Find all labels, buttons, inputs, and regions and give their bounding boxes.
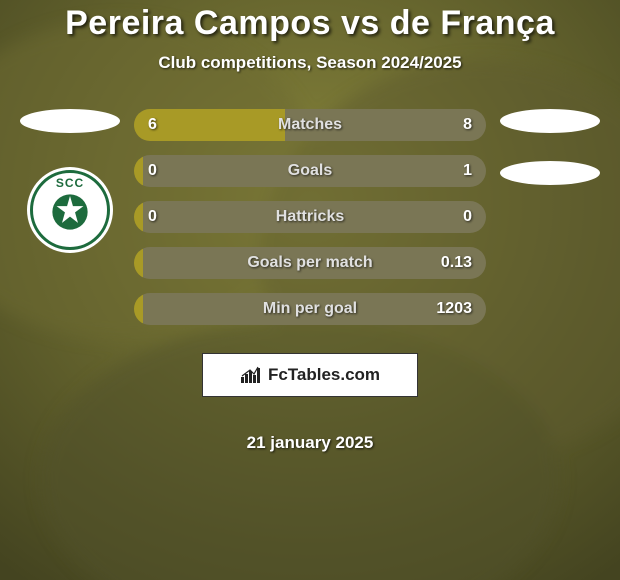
player-left-column: SCC xyxy=(10,109,130,253)
brand-text: FcTables.com xyxy=(268,365,380,385)
brand-chart-icon xyxy=(240,366,262,384)
club-logo-text: SCC xyxy=(56,176,84,190)
player-left-ellipse-1 xyxy=(20,109,120,133)
stat-segment-left xyxy=(134,155,143,187)
stat-segment-left xyxy=(134,247,143,279)
stat-bar: Min per goal 1203 xyxy=(134,293,486,325)
player-right-column xyxy=(490,109,610,213)
stat-bar: Goals 0 1 xyxy=(134,155,486,187)
stat-value-right: 0 xyxy=(463,208,472,226)
stat-value-left: 0 xyxy=(148,208,157,226)
comparison-row: SCC Matches 6 8 Goals 0 1 Hattricks 0 0 Goals per… xyxy=(0,109,620,453)
stat-label: Goals per match xyxy=(247,254,372,272)
stat-label: Matches xyxy=(278,116,342,134)
stat-value-right: 1 xyxy=(463,162,472,180)
stat-value-left: 6 xyxy=(148,116,157,134)
stat-value-right: 8 xyxy=(463,116,472,134)
stats-column: Matches 6 8 Goals 0 1 Hattricks 0 0 Goals per mat… xyxy=(130,109,490,453)
club-logo-star-icon xyxy=(49,191,91,233)
player-right-ellipse-2 xyxy=(500,161,600,185)
stat-value-left: 0 xyxy=(148,162,157,180)
player-left-club-logo: SCC xyxy=(27,167,113,253)
subtitle: Club competitions, Season 2024/2025 xyxy=(158,53,461,73)
stat-bar: Hattricks 0 0 xyxy=(134,201,486,233)
stat-value-right: 1203 xyxy=(436,300,472,318)
stat-bar: Matches 6 8 xyxy=(134,109,486,141)
stat-bar: Goals per match 0.13 xyxy=(134,247,486,279)
stat-label: Min per goal xyxy=(263,300,357,318)
stat-value-right: 0.13 xyxy=(441,254,472,272)
player-right-ellipse-1 xyxy=(500,109,600,133)
footer-date: 21 january 2025 xyxy=(247,433,374,453)
page-title: Pereira Campos vs de França xyxy=(65,4,555,43)
stat-segment-left xyxy=(134,293,143,325)
stat-label: Hattricks xyxy=(276,208,344,226)
stat-label: Goals xyxy=(288,162,332,180)
brand-box[interactable]: FcTables.com xyxy=(202,353,418,397)
stat-segment-left xyxy=(134,201,143,233)
